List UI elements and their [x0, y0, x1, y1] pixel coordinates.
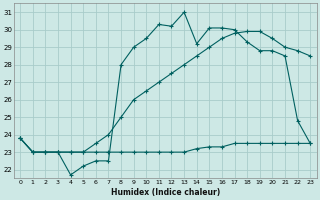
X-axis label: Humidex (Indice chaleur): Humidex (Indice chaleur) — [111, 188, 220, 197]
